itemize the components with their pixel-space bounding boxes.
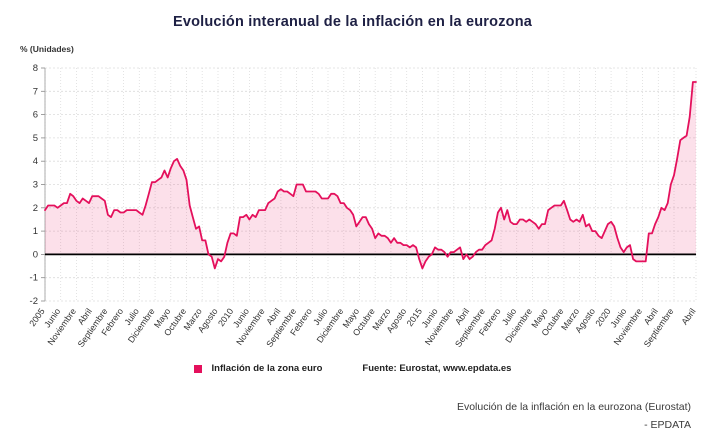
inflation-line-chart: -2-10123456782005JunioNoviembreAbrilSept…	[27, 63, 697, 349]
svg-text:4: 4	[33, 156, 38, 167]
plot-area: -2 -1 0 1 2 3 4 5 6 7 8 2005 Junio Noviembre Abril Sept…	[0, 58, 705, 360]
svg-text:-1: -1	[30, 273, 38, 284]
svg-text:0: 0	[33, 249, 38, 260]
legend: Inflación de la zona euro Fuente: Eurost…	[0, 363, 705, 374]
y-axis-title: % (Unidades)	[20, 44, 74, 54]
legend-swatch-icon	[193, 364, 202, 373]
source-label: Fuente: Eurostat, www.epdata.es	[362, 363, 512, 374]
bottom-caption: Evolución de la inflación en la eurozona…	[457, 399, 691, 435]
legend-series-label: Inflación de la zona euro	[211, 363, 323, 374]
svg-text:2: 2	[33, 203, 38, 214]
svg-text:6: 6	[33, 110, 38, 121]
svg-text:-2: -2	[30, 296, 38, 307]
svg-text:5: 5	[33, 133, 38, 144]
svg-text:8: 8	[33, 63, 38, 74]
svg-text:7: 7	[33, 86, 38, 97]
caption-line-2: - EPDATA	[644, 419, 691, 432]
svg-text:1: 1	[33, 226, 38, 237]
chart-title: Evolución interanual de la inflación en …	[172, 14, 533, 30]
svg-text:Abril: Abril	[679, 306, 697, 326]
svg-text:3: 3	[33, 180, 38, 191]
caption-line-1: Evolución de la inflación en la eurozona…	[456, 401, 691, 414]
